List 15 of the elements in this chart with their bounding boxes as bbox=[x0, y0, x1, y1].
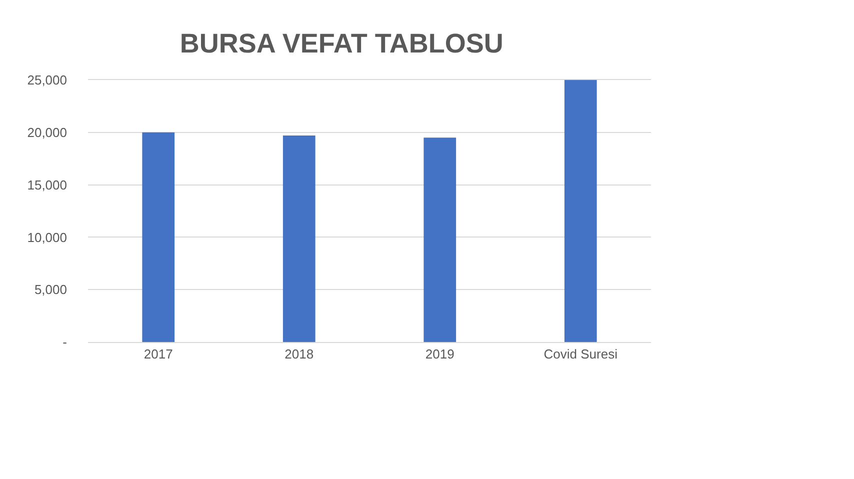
bar bbox=[424, 138, 456, 342]
y-tick-label: 15,000 bbox=[27, 177, 67, 192]
y-tick-label: 5,000 bbox=[34, 282, 67, 298]
y-tick-label: 20,000 bbox=[27, 124, 67, 140]
x-tick-label: Covid Suresi bbox=[544, 346, 618, 362]
x-tick-label: 2017 bbox=[144, 346, 173, 362]
y-tick-label: 25,000 bbox=[27, 72, 67, 88]
y-tick-label: 10,000 bbox=[27, 230, 67, 245]
x-tick-label: 2019 bbox=[425, 346, 454, 362]
y-tick-label: - bbox=[62, 334, 67, 350]
bar bbox=[564, 80, 597, 342]
x-tick-label: 2018 bbox=[284, 346, 314, 362]
chart-title: BURSA VEFAT TABLOSU bbox=[180, 28, 504, 59]
bar bbox=[282, 136, 316, 342]
bar bbox=[142, 132, 175, 342]
